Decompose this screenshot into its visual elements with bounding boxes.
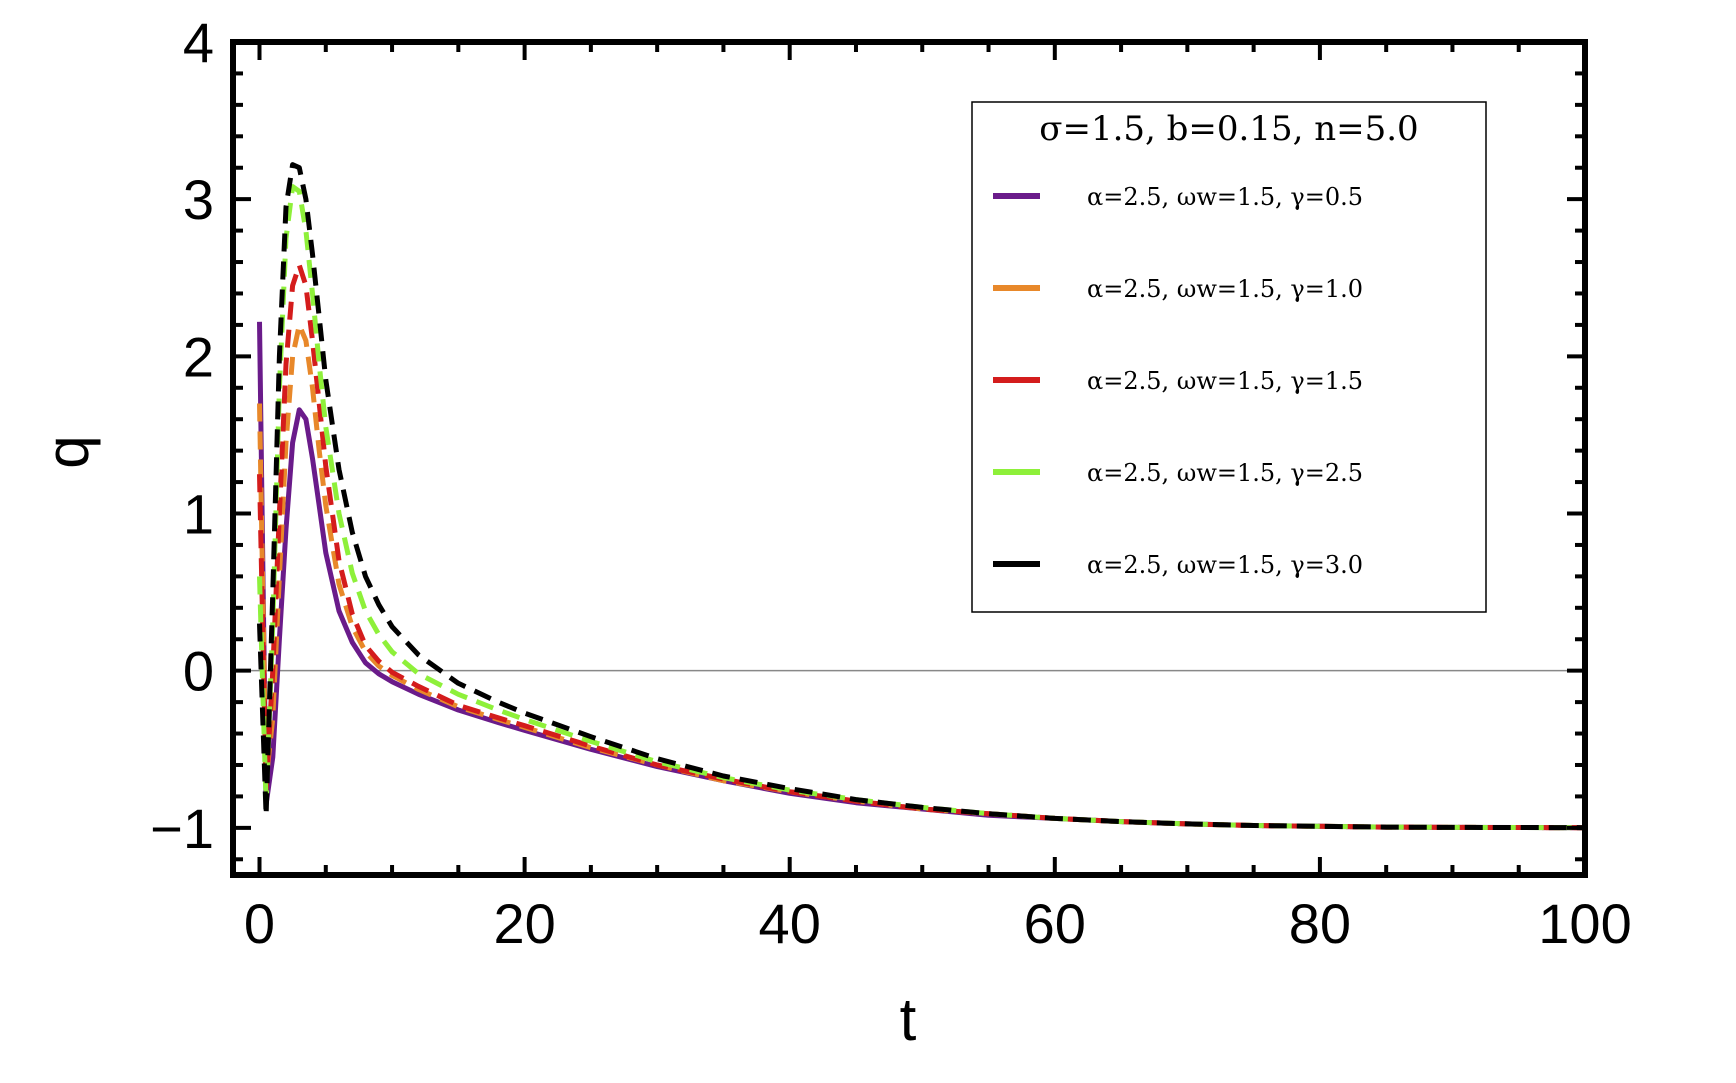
axis-ticks: [233, 40, 1587, 875]
series-layer: [257, 162, 1586, 831]
legend-label-2: α=2.5, ωw=1.5, γ=1.0: [1087, 275, 1363, 303]
legend-label-3: α=2.5, ωw=1.5, γ=1.5: [1087, 367, 1363, 395]
plot-border: [230, 39, 1588, 878]
y-tick-label: −1: [150, 797, 214, 860]
x-tick-label: 80: [1289, 892, 1351, 955]
series-line-5: [257, 162, 1586, 831]
x-tick-label: 60: [1024, 892, 1086, 955]
series-line-3: [257, 262, 1586, 831]
legend: σ=1.5, b=0.15, n=5.0 α=2.5, ωw=1.5, γ=0.…: [971, 101, 1487, 613]
y-tick-label: 2: [183, 325, 214, 388]
x-tick-label: 100: [1538, 892, 1631, 955]
y-tick-label: 3: [183, 168, 214, 231]
legend-box: [971, 101, 1487, 613]
y-tick-label: 4: [183, 11, 214, 74]
x-tick-label: 20: [493, 892, 555, 955]
legend-label-1: α=2.5, ωw=1.5, γ=0.5: [1087, 183, 1363, 211]
x-tick-label: 40: [759, 892, 821, 955]
plot-frame: [230, 39, 1588, 878]
x-axis-label: t: [900, 986, 917, 1053]
x-tick-label: 0: [244, 892, 275, 955]
tick-labels: 0 20 40 60 80 100 −1 0 1 2 3 4: [150, 11, 1632, 955]
y-axis-label: q: [34, 435, 101, 468]
legend-entries: α=2.5, ωw=1.5, γ=0.5 α=2.5, ωw=1.5, γ=1.0…: [993, 183, 1363, 579]
legend-title: σ=1.5, b=0.15, n=5.0: [1039, 109, 1418, 149]
y-tick-label: 1: [183, 483, 214, 546]
y-tick-label: 0: [183, 640, 214, 703]
legend-label-5: α=2.5, ωw=1.5, γ=3.0: [1087, 551, 1363, 579]
legend-label-4: α=2.5, ωw=1.5, γ=2.5: [1087, 459, 1363, 487]
